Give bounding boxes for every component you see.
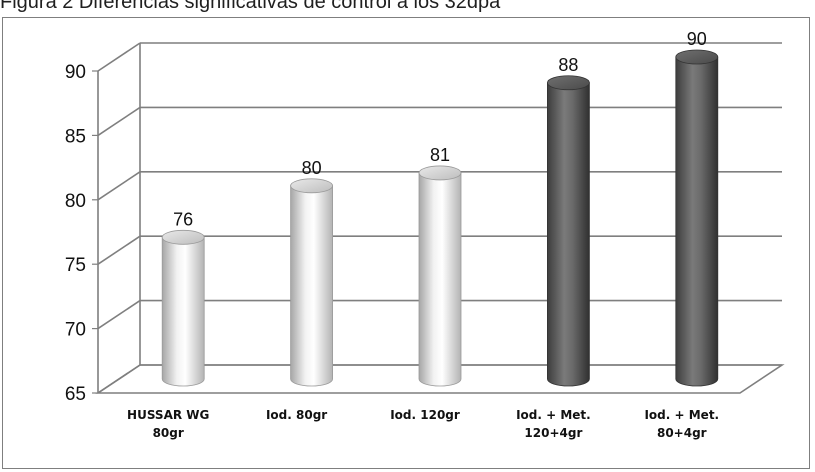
bar-top xyxy=(547,75,590,91)
data-label: 90 xyxy=(687,29,707,49)
bar xyxy=(675,49,719,387)
bar-body xyxy=(547,82,590,387)
bar xyxy=(547,75,590,387)
bar-body xyxy=(290,185,333,387)
x-category-label: Iod. + Met. 80+4gr xyxy=(644,408,719,440)
data-label: 76 xyxy=(173,209,193,229)
gridline-side xyxy=(97,171,141,201)
x-category-label: HUSSAR WG 80gr xyxy=(127,408,209,440)
y-tick-label: 75 xyxy=(65,255,86,276)
data-label: 80 xyxy=(302,158,322,178)
bar-top xyxy=(161,229,205,245)
bar-body xyxy=(418,172,462,387)
gridline-side xyxy=(97,106,141,137)
x-category-label: Iod. 80gr xyxy=(266,408,327,422)
bar-top xyxy=(675,49,719,65)
chart-floor xyxy=(95,364,785,394)
bar xyxy=(418,165,462,387)
gridline-side xyxy=(97,42,141,72)
x-category-label: Iod. 120gr xyxy=(390,408,460,422)
bar xyxy=(290,178,334,387)
bar-top xyxy=(290,178,334,194)
gridline-side xyxy=(97,235,141,265)
chart-frame: 65 70 75 80 85 90 76 80 81 88 90 HUSSAR WG 80gr Iod… xyxy=(2,17,810,469)
gridline-side xyxy=(97,299,141,330)
data-label: 88 xyxy=(558,55,578,75)
chart-svg: 65 70 75 80 85 90 76 80 81 88 90 HUSSAR WG 80gr Iod… xyxy=(65,29,785,440)
y-tick-label: 65 xyxy=(65,384,86,405)
bar xyxy=(161,229,205,387)
x-category-label: Iod. + Met. 120+4gr xyxy=(516,408,591,440)
bar-top xyxy=(418,165,462,181)
figure-caption: Figura 2 Diferencias significativas de c… xyxy=(0,0,501,13)
bar-body xyxy=(161,236,205,387)
y-tick-label: 90 xyxy=(65,62,86,83)
y-tick-label: 70 xyxy=(65,320,86,341)
y-tick-label: 85 xyxy=(65,126,86,147)
data-label: 81 xyxy=(430,145,450,165)
y-tick-label: 80 xyxy=(65,191,86,212)
bar-body xyxy=(675,56,719,387)
